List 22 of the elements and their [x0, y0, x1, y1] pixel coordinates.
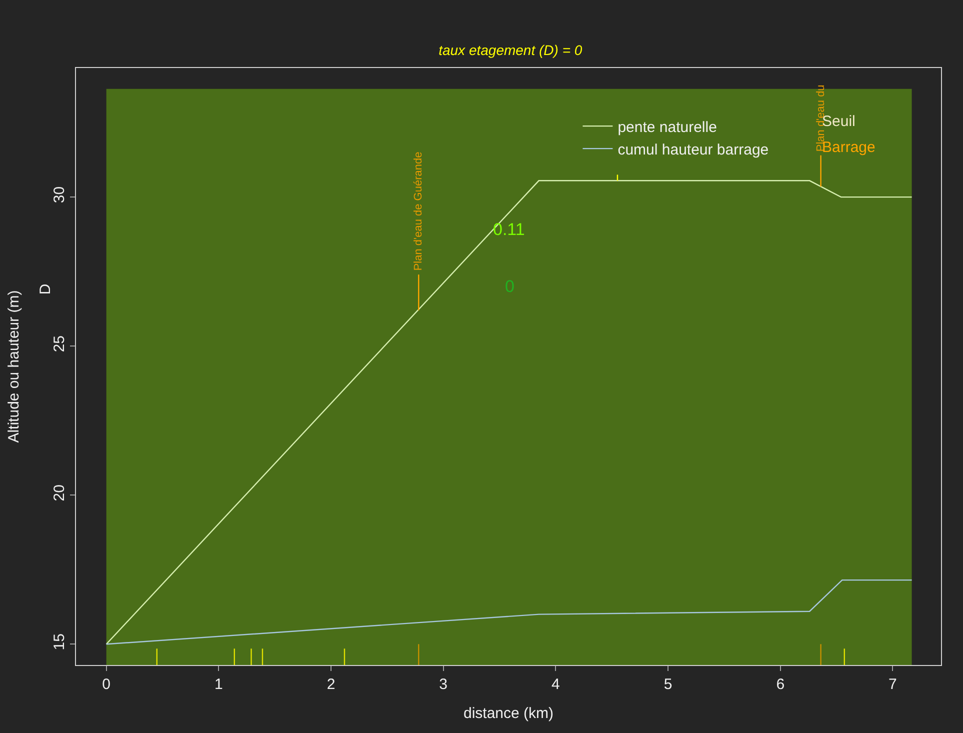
annotation: 0 [505, 277, 514, 296]
y-tick-label: 15 [51, 634, 68, 650]
text: D [36, 284, 54, 295]
x-tick-label: 2 [326, 676, 336, 693]
y-axis-title: Altitude ou hauteur (m) [5, 290, 22, 443]
x-tick-label: 6 [776, 676, 785, 693]
x-tick-label: 0 [102, 676, 110, 693]
y-tick-label: 30 [51, 186, 68, 204]
annotation: 0.11 [493, 220, 525, 239]
x-tick-label: 5 [664, 676, 672, 693]
x-axis-title: distance (km) [463, 705, 554, 722]
legend-label: pente naturelle [618, 118, 717, 136]
x-tick-label: 7 [888, 676, 897, 693]
line-series [106, 579, 912, 645]
legend-label: cumul hauteur barrage [618, 141, 769, 158]
x-tick-label: 4 [552, 676, 560, 693]
y-tick-label: 20 [51, 484, 68, 502]
x-tick-label: 1 [214, 676, 223, 693]
y-tick-label: 25 [51, 335, 68, 352]
chart-title: taux etagement (D) = 0 [438, 42, 582, 58]
annotation: Plan d'eau de Guérande [412, 152, 425, 271]
x-tick-label: 3 [439, 676, 448, 693]
